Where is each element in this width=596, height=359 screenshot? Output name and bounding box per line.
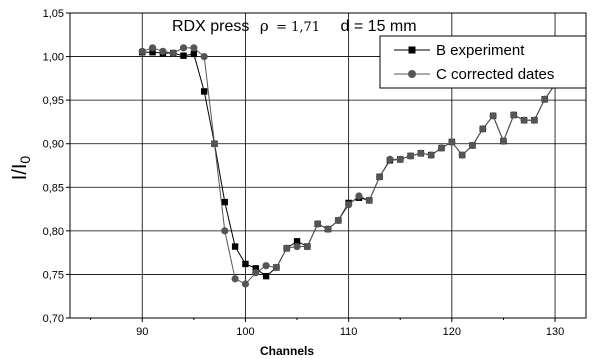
- data-point-circle: [272, 263, 280, 272]
- data-point-circle: [417, 149, 425, 157]
- y-tick-label: 1,05: [43, 8, 64, 20]
- data-point-circle: [231, 275, 239, 283]
- data-point-circle: [437, 144, 446, 152]
- legend: B experiment C corrected dates: [379, 35, 587, 89]
- plot-frame: [69, 12, 587, 319]
- data-point-circle: [210, 140, 219, 148]
- data-point-circle: [293, 242, 301, 251]
- data-point-circle: [520, 116, 528, 124]
- data-point-square: [180, 52, 187, 59]
- data-point-square: [242, 260, 249, 268]
- y-tick-label: 0,95: [43, 95, 64, 107]
- data-point-circle: [314, 220, 322, 228]
- data-point-circle: [200, 52, 208, 61]
- axes: 90 100 110 120 130 0,70 0,75 0,80 0,85 0,90 0,95 1,…: [43, 8, 565, 338]
- data-point-circle: [190, 44, 198, 52]
- legend-label-c: C corrected dates: [436, 66, 554, 83]
- data-point-circle: [324, 225, 332, 233]
- data-point-circle: [427, 151, 435, 159]
- legend-marker-b: [408, 46, 416, 54]
- data-point-circle: [458, 151, 466, 159]
- data-point-circle: [376, 173, 384, 181]
- y-tick-label: 1,00: [43, 52, 64, 64]
- data-point-circle: [169, 49, 177, 57]
- data-point-circle: [396, 155, 404, 163]
- data-point-square: [293, 238, 301, 245]
- x-axis-label: Channels: [260, 344, 314, 358]
- y-axis-label-sub: 0: [17, 156, 33, 164]
- data-point-circle: [148, 44, 157, 52]
- y-axis-label: I/I0: [9, 156, 33, 181]
- data-point-square: [200, 88, 208, 95]
- y-tick-label: 0,90: [43, 139, 64, 151]
- title-rho-value: = 1,71: [276, 20, 320, 35]
- y-axis-label-main: I/I: [9, 164, 31, 181]
- data-point-circle: [541, 95, 549, 103]
- data-point-circle: [355, 192, 363, 200]
- data-point-circle: [252, 269, 260, 277]
- data-point-circle: [499, 137, 508, 145]
- series-layer: [138, 44, 559, 288]
- data-point-circle: [530, 116, 539, 124]
- data-point-circle: [159, 47, 167, 55]
- y-tick-label: 0,85: [43, 182, 64, 194]
- y-tick-label: 0,75: [43, 269, 64, 281]
- title-rho-symbol: ρ: [260, 17, 269, 35]
- data-point-circle: [386, 155, 394, 163]
- data-point-circle: [345, 201, 353, 209]
- data-point-circle: [406, 152, 415, 160]
- data-point-circle: [241, 280, 250, 288]
- data-point-circle: [283, 244, 291, 252]
- data-point-square: [190, 50, 198, 58]
- data-point-circle: [489, 112, 497, 120]
- legend-marker-c: [408, 70, 416, 78]
- data-point-circle: [221, 227, 229, 235]
- y-tick-label: 0,80: [43, 226, 64, 238]
- data-point-square: [221, 198, 228, 206]
- series-c-corrected: [138, 44, 559, 288]
- x-tick-label: 90: [136, 326, 148, 338]
- title-text: RDX press: [172, 18, 249, 35]
- x-tick-label: 120: [443, 326, 461, 338]
- data-point-circle: [179, 44, 188, 52]
- x-tick-label: 100: [236, 326, 254, 338]
- data-point-circle: [468, 141, 477, 150]
- chart-title: RDX press ρ = 1,71 d = 15 mm: [172, 17, 417, 35]
- x-tick-label: 110: [340, 326, 358, 338]
- data-point-circle: [510, 111, 518, 119]
- data-point-circle: [365, 196, 373, 204]
- legend-box: [379, 35, 587, 89]
- data-point-circle: [262, 262, 270, 270]
- title-diameter: d = 15 mm: [341, 18, 417, 35]
- x-tick-label: 130: [546, 326, 564, 338]
- data-point-circle: [303, 242, 311, 251]
- data-point-circle: [448, 138, 456, 146]
- legend-label-b: B experiment: [436, 42, 525, 59]
- y-tick-label: 0,70: [43, 313, 64, 325]
- data-point-circle: [334, 216, 342, 224]
- data-point-circle: [138, 47, 146, 55]
- data-point-square: [252, 265, 259, 272]
- data-point-square: [262, 272, 270, 280]
- data-point-circle: [479, 125, 487, 133]
- data-point-square: [149, 49, 156, 56]
- data-point-square: [231, 243, 239, 250]
- grid: [70, 13, 586, 318]
